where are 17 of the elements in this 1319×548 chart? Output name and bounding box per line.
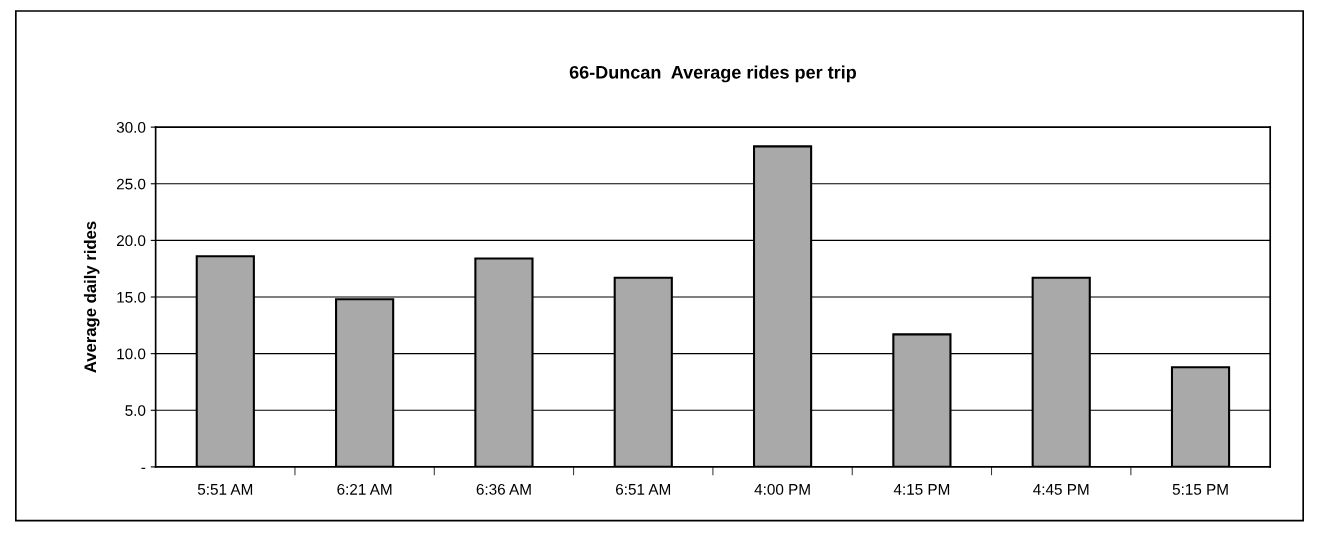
y-tick-label: - [141,467,146,469]
y-tick-label: 15.0 [117,291,146,303]
x-tick-label: 6:21 AM [337,483,392,495]
x-tick-label: 6:51 AM [616,483,671,495]
x-tick-label: 5:51 AM [197,484,253,495]
y-tick-label: 20.0 [116,235,146,247]
x-tick-label: 4:00 PM [754,483,810,495]
x-tick-label: 6:36 AM [476,483,531,495]
y-tick-label: 5.0 [125,405,146,416]
x-tick-label: 5:15 PM [1172,484,1228,495]
y-tick-label: 30.0 [116,122,146,133]
y-axis-title: Average daily rides [83,221,100,373]
y-tick-label: 25.0 [116,178,146,190]
chart-title: 66-Duncan Average rides per trip [569,65,856,83]
y-tick-label: 10.0 [117,348,146,360]
x-tick-label: 4:45 PM [1033,484,1089,495]
x-tick-label: 4:15 PM [893,484,950,495]
